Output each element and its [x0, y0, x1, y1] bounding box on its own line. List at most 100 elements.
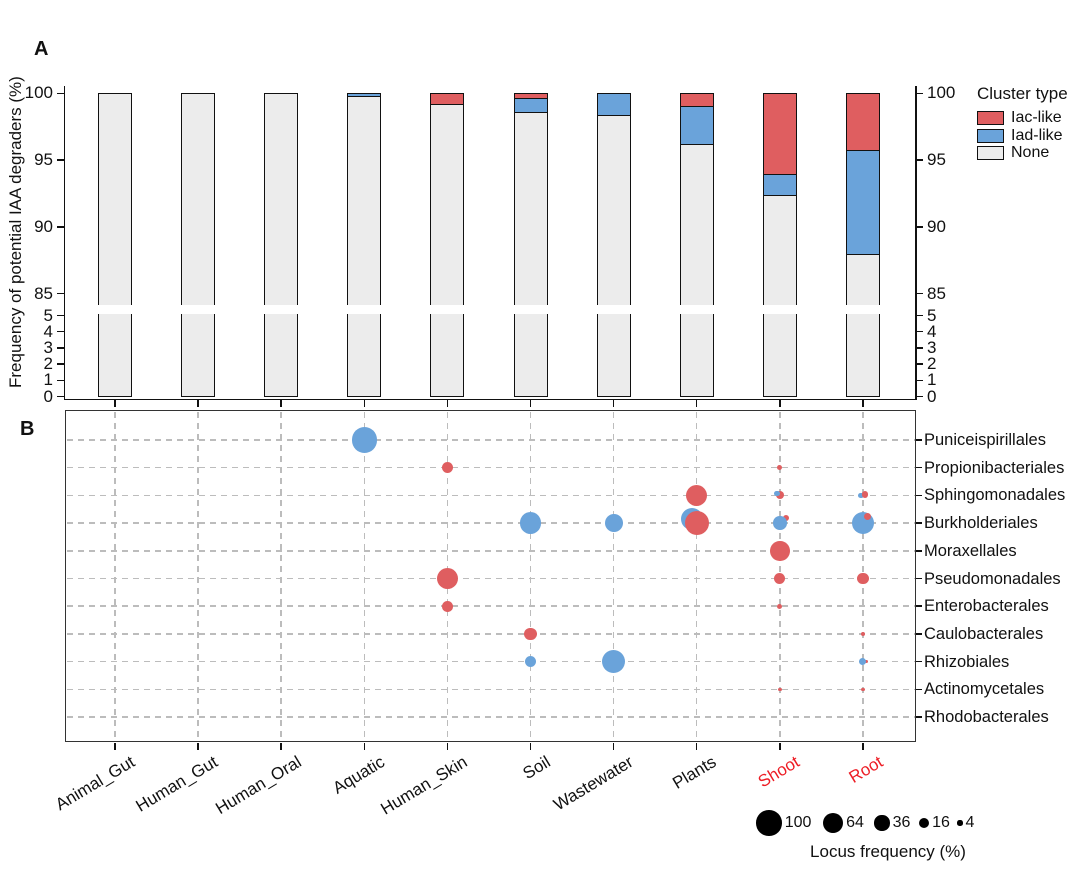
panel-a-right-tick-label: 4	[927, 321, 937, 341]
grid-col-line	[695, 411, 698, 741]
panel-b-col-tick	[695, 743, 698, 750]
panel-b-row-tick	[916, 550, 922, 552]
grid-col-line	[280, 411, 282, 741]
grid-col-line	[612, 411, 615, 741]
bar-segment-Root	[845, 150, 880, 255]
panel-b-col-label-Shoot: Shoot	[755, 752, 804, 792]
panel-b-col-tick	[529, 743, 532, 750]
bubble-Soil-Rhizobiales-Iad-like	[524, 655, 537, 668]
panel-a-right-axis	[915, 86, 917, 400]
panel-b-col-label-Root: Root	[845, 752, 887, 787]
bar-segment-Wastewater	[596, 115, 631, 305]
size-legend-value-36: 36	[892, 814, 911, 831]
bubble-Root-Sphingomonadales-Iac-like	[861, 491, 869, 498]
panel-b-col-label-Human_Gut: Human_Gut	[133, 752, 222, 816]
panel-b-col-tick	[446, 743, 449, 750]
panel-a-left-tick-label: 85	[34, 283, 53, 303]
grid-row-line	[66, 550, 915, 552]
panel-a-right-tick-label: 2	[927, 354, 937, 374]
panel-a-left-tick-label: 5	[43, 305, 53, 325]
bar-segment-Animal_Gut	[98, 93, 132, 305]
panel-a-left-tick-label: 2	[43, 354, 53, 374]
panel-b-col-tick	[779, 743, 781, 750]
bubble-Wastewater-Rhizobiales-Iad-like	[601, 649, 626, 674]
panel-a-right-tick	[916, 379, 923, 382]
bubble-Root-Caulobacterales-Iac-like	[860, 631, 866, 637]
panel-b-row-tick	[916, 439, 922, 441]
panel-a-bottom-axis	[63, 398, 917, 400]
panel-a-left-tick-label: 90	[34, 216, 53, 236]
bubble-Root-Rhizobiales-Iad-like	[859, 658, 867, 666]
bubble-Root-Pseudomonadales-Iac-like	[857, 572, 869, 585]
grid-row-line	[66, 688, 915, 691]
bar-segment-Soil	[513, 93, 548, 99]
bubble-Human_Skin-Pseudomonadales-Iac-like	[436, 567, 459, 590]
panel-a-left-tick	[57, 330, 64, 333]
bubble-Shoot-Propionibacteriales-Iac-like	[777, 465, 783, 471]
panel-a-bottom-tick	[612, 400, 615, 407]
panel-b-col-tick	[280, 743, 282, 750]
panel-a-right-tick-label: 1	[927, 370, 937, 390]
bubble-Shoot-Burkholderiales-Iad-like	[773, 516, 787, 530]
panel-a-left-tick	[57, 363, 64, 365]
size-legend-circle-36	[874, 815, 890, 831]
legend-swatch-Iad-like	[977, 128, 1004, 143]
panel-b-row-label-Puniceispirillales: Puniceispirillales	[924, 431, 1046, 449]
panel-b-col-label-Human_Skin: Human_Skin	[377, 752, 471, 819]
bubble-Soil-Burkholderiales-Iad-like	[519, 512, 542, 535]
legend-swatch-Iac-like	[977, 111, 1004, 125]
bar-segment-Shoot	[762, 196, 797, 305]
panel-a-bottom-tick	[114, 400, 116, 407]
panel-b-col-tick	[197, 743, 199, 750]
bubble-Root-Sphingomonadales-Iad-like	[858, 492, 864, 499]
panel-b-row-tick	[916, 466, 922, 469]
panel-a-left-tick	[57, 379, 64, 382]
bubble-Wastewater-Burkholderiales-Iad-like	[604, 514, 623, 533]
bar-segment-lower-Plants	[679, 314, 714, 397]
panel-b-row-label-Caulobacterales: Caulobacterales	[924, 624, 1044, 643]
size-legend-value-64: 64	[846, 814, 864, 831]
bar-segment-Aquatic	[347, 93, 382, 98]
bubble-Human_Skin-Enterobacterales-Iac-like	[442, 600, 453, 612]
panel-a-left-tick	[57, 314, 64, 317]
bar-segment-lower-Root	[845, 314, 880, 397]
panel-a-right-tick-label: 85	[927, 283, 946, 303]
panel-a-right-tick	[916, 363, 923, 365]
panel-b-row-tick	[916, 660, 922, 663]
panel-b-row-tick	[916, 716, 922, 718]
panel-a-left-tick-label: 95	[34, 150, 53, 170]
panel-b-letter: B	[20, 418, 35, 440]
panel-b-row-label-Propionibacteriales: Propionibacteriales	[924, 458, 1065, 477]
legend-label-Iac-like: Iac-like	[1011, 109, 1062, 126]
panel-b-row-tick	[916, 494, 922, 497]
panel-a-right-tick-label: 95	[927, 150, 946, 170]
grid-row-line	[66, 522, 915, 524]
panel-a-left-tick	[57, 347, 64, 349]
bar-segment-lower-Human_Oral	[264, 314, 299, 397]
panel-a-right-tick-label: 90	[927, 216, 946, 236]
panel-a-left-tick	[57, 226, 64, 228]
panel-b-row-label-Enterobacterales: Enterobacterales	[924, 597, 1049, 616]
size-legend-caption: Locus frequency (%)	[810, 842, 966, 861]
bubble-Soil-Caulobacterales-Iac-like	[524, 627, 537, 641]
bar-segment-Wastewater	[596, 93, 631, 116]
bubble-Shoot-Moraxellales-Iac-like	[769, 540, 790, 561]
panel-a-letter: A	[34, 38, 49, 60]
grid-row-line	[66, 494, 915, 497]
panel-b-border	[65, 410, 916, 742]
legend-swatch-None	[977, 146, 1004, 160]
panel-a-right-tick	[916, 292, 923, 295]
size-legend-circle-4	[957, 820, 963, 826]
bar-segment-Aquatic	[347, 97, 382, 305]
panel-a-right-tick	[916, 226, 923, 228]
bar-segment-Root	[845, 254, 880, 305]
legend-label-Iad-like: Iad-like	[1011, 126, 1063, 144]
panel-b-col-tick	[862, 743, 864, 750]
grid-col-line	[529, 411, 532, 741]
panel-a-left-tick-label: 3	[43, 337, 53, 357]
panel-a-right-tick	[916, 330, 923, 333]
panel-a-left-tick	[57, 292, 64, 295]
grid-row-line	[66, 660, 915, 663]
panel-a-left-tick	[57, 159, 64, 161]
panel-a-right-tick-label: 100	[927, 83, 956, 103]
